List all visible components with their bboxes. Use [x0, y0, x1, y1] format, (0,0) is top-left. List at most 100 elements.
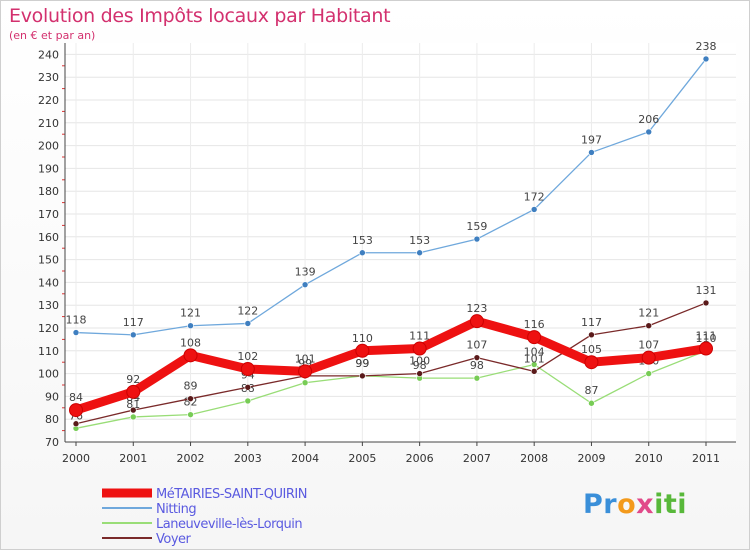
- logo-part-4: iti: [654, 489, 688, 520]
- series-point-1: [645, 128, 653, 136]
- series-line-3: [75, 302, 707, 425]
- series-data-label-1: 153: [409, 234, 430, 247]
- series-data-label-0: 111: [696, 330, 717, 343]
- series-point-3: [72, 420, 80, 428]
- x-tick-label: 2010: [635, 452, 663, 465]
- series-data-label-2: 104: [524, 345, 545, 358]
- legend-label: Laneuveville-lès-Lorquin: [156, 517, 302, 532]
- series-point-0: [641, 350, 656, 365]
- series-point-3: [473, 354, 481, 361]
- series-point-0: [298, 364, 313, 379]
- series-line-2: [75, 350, 707, 429]
- series-point-1: [416, 249, 423, 257]
- series-data-label-1: 122: [237, 304, 258, 317]
- series-data-label-0: 110: [352, 332, 373, 345]
- series-point-1: [359, 249, 366, 257]
- series-point-3: [129, 406, 137, 414]
- series-point-2: [588, 399, 595, 407]
- series-data-label-2: 110: [696, 332, 717, 345]
- series-data-label-2: 99: [355, 357, 369, 370]
- series-data-label-0: 116: [524, 318, 545, 331]
- series-point-1: [129, 331, 137, 339]
- series-point-0: [527, 330, 542, 345]
- x-tick-label: 2000: [62, 452, 90, 465]
- y-tick-label: 210: [38, 117, 59, 130]
- series-point-3: [244, 383, 252, 391]
- y-tick-label: 220: [38, 94, 59, 107]
- series-data-label-0: 84: [69, 391, 83, 404]
- series-data-label-1: 118: [66, 314, 87, 327]
- series-point-1: [473, 235, 481, 243]
- x-tick-label: 2001: [119, 452, 147, 465]
- series-data-label-1: 159: [466, 220, 487, 233]
- series-data-label-3: 107: [466, 339, 487, 352]
- y-tick-label: 70: [45, 436, 59, 449]
- chart-title: Evolution des Impôts locaux par Habitant: [9, 5, 391, 27]
- series-data-label-3: 99: [355, 357, 369, 370]
- series-data-label-0: 102: [237, 350, 258, 363]
- series-point-0: [355, 343, 370, 358]
- y-tick-label: 190: [38, 162, 59, 175]
- series-point-2: [244, 397, 252, 405]
- series-point-3: [359, 372, 366, 380]
- y-tick-label: 120: [38, 322, 59, 335]
- series-data-label-1: 139: [295, 266, 316, 279]
- series-point-2: [645, 370, 653, 377]
- series-data-label-1: 121: [180, 307, 201, 320]
- series-point-1: [244, 320, 252, 327]
- x-tick-label: 2008: [520, 452, 548, 465]
- y-tick-label: 240: [38, 48, 59, 61]
- series-point-0: [69, 403, 83, 418]
- series-data-label-1: 153: [352, 234, 373, 247]
- x-tick-label: 2007: [463, 452, 491, 465]
- series-data-label-2: 98: [470, 359, 484, 372]
- series-data-label-3: 131: [696, 284, 717, 297]
- series-point-2: [187, 411, 194, 418]
- series-point-1: [301, 281, 309, 288]
- y-tick-label: 230: [38, 71, 59, 84]
- x-tick-label: 2011: [692, 452, 720, 465]
- series-point-1: [530, 206, 538, 213]
- series-data-label-1: 238: [696, 40, 717, 53]
- x-tick-label: 2005: [348, 452, 376, 465]
- series-data-label-1: 197: [581, 133, 602, 146]
- series-point-0: [183, 348, 198, 363]
- legend-label: MéTAIRIES-SAINT-QUIRIN: [156, 487, 307, 502]
- series-point-3: [187, 395, 194, 402]
- series-point-2: [129, 413, 137, 421]
- series-point-0: [469, 314, 484, 329]
- series-point-3: [588, 331, 595, 339]
- series-data-label-2: 98: [413, 359, 427, 372]
- series-data-label-0: 107: [638, 339, 659, 352]
- proxiti-logo: Proxiti: [583, 489, 687, 520]
- series-point-1: [187, 322, 194, 330]
- series-data-label-3: 121: [638, 307, 659, 320]
- series-data-label-1: 117: [123, 316, 144, 329]
- plot-area: [65, 43, 736, 442]
- series-data-label-0: 105: [581, 343, 602, 356]
- series-data-label-2: 87: [584, 384, 598, 397]
- x-tick-label: 2002: [177, 452, 205, 465]
- series-data-label-0: 123: [466, 302, 487, 315]
- y-tick-label: 110: [38, 345, 59, 358]
- series-point-0: [240, 362, 255, 377]
- y-tick-label: 160: [38, 231, 59, 244]
- series-point-3: [530, 368, 538, 375]
- series-point-2: [473, 374, 481, 382]
- series-line-0: [71, 316, 711, 415]
- series-point-3: [645, 322, 653, 330]
- series-point-2: [301, 379, 309, 387]
- series-data-label-3: 89: [184, 380, 198, 393]
- y-tick-label: 130: [38, 299, 59, 312]
- series-data-label-3: 100: [409, 355, 430, 368]
- y-tick-label: 80: [45, 413, 59, 426]
- series-point-3: [702, 299, 710, 307]
- series-point-2: [530, 361, 538, 368]
- y-tick-label: 170: [38, 208, 59, 221]
- series-data-label-2: 81: [126, 398, 140, 411]
- y-tick-label: 140: [38, 276, 59, 289]
- series-point-0: [584, 355, 599, 370]
- series-line-1: [75, 58, 707, 336]
